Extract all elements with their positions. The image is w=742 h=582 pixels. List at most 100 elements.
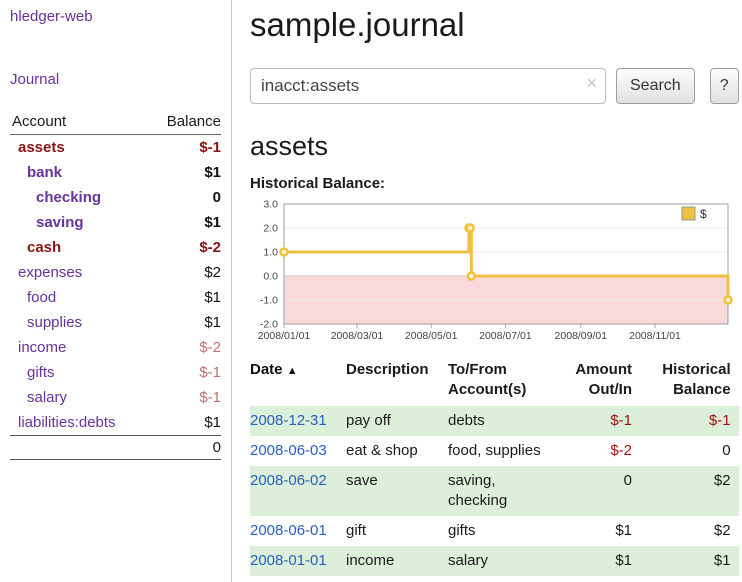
- balance-chart: 3.0 2.0 1.0 0.0 -1.0 -2.0 2008/01/01 2008/03/01…: [250, 196, 739, 346]
- chart-point: [723, 295, 733, 305]
- account-link-food[interactable]: food: [27, 289, 57, 306]
- chart-y-tick-label: 3.0: [263, 199, 278, 211]
- register-date-link[interactable]: 2008-06-03: [250, 442, 327, 459]
- search-box: ×: [250, 68, 606, 104]
- account-link-checking[interactable]: checking: [36, 189, 102, 206]
- register-date-link[interactable]: 2008-12-31: [250, 412, 327, 429]
- register-header-amount: Amount Out/In: [575, 361, 632, 398]
- account-row: supplies $1: [10, 310, 221, 335]
- account-heading: assets: [250, 131, 329, 161]
- chart-legend-swatch: [681, 206, 696, 221]
- search-button[interactable]: Search: [616, 68, 695, 104]
- accounts-total-value: 0: [149, 435, 221, 460]
- register-header-date[interactable]: Date: [250, 361, 283, 378]
- register-accounts: salary: [448, 552, 489, 569]
- chart-point: [466, 271, 477, 281]
- account-balance: $2: [204, 264, 221, 281]
- account-balance: $1: [204, 289, 221, 306]
- clear-search-icon[interactable]: ×: [586, 73, 597, 93]
- register-row: 2008-06-01 gift gifts $1 $2: [250, 516, 739, 546]
- account-balance: $-1: [199, 389, 221, 406]
- register-date-link[interactable]: 2008-06-02: [250, 472, 327, 489]
- register-accounts: food, supplies: [448, 442, 541, 459]
- chart-y-tick-label: -2.0: [260, 319, 278, 331]
- account-balance: $-1: [199, 364, 221, 381]
- account-balance: $-2: [199, 239, 221, 256]
- register-date-link[interactable]: 2008-06-01: [250, 522, 327, 539]
- register-accounts: debts: [448, 412, 485, 429]
- search-row: × Search ?: [250, 68, 739, 104]
- account-balance: $1: [204, 414, 221, 431]
- accounts-header-balance: Balance: [149, 110, 221, 135]
- register-row: 2008-12-31 pay off debts $-1 $-1: [250, 406, 739, 436]
- accounts-table: Account Balance assets $-1 bank $1 checking 0…: [10, 110, 221, 460]
- account-link-salary[interactable]: salary: [27, 389, 68, 406]
- register-description: gift: [346, 522, 367, 539]
- register-amount: $1: [615, 552, 632, 569]
- account-row: gifts $-1: [10, 360, 221, 385]
- register-description: income: [346, 552, 395, 569]
- account-row: food $1: [10, 285, 221, 310]
- app-title-link[interactable]: hledger-web: [10, 8, 93, 25]
- register-balance: $1: [713, 552, 731, 569]
- account-row: cash $-2: [10, 235, 221, 260]
- chart-y-tick-label: 0.0: [263, 271, 278, 283]
- register-amount: $-2: [610, 442, 632, 459]
- account-link-expenses[interactable]: expenses: [18, 264, 83, 281]
- register-header-row: Date ▲ Description To/From Account(s) Am…: [250, 358, 739, 406]
- chart-x-tick-label: 2008/09/01: [555, 330, 608, 342]
- chart-point: [465, 223, 475, 233]
- chart-x-tick-label: 2008/11/01: [629, 330, 681, 342]
- accounts-total-spacer: [10, 435, 150, 460]
- account-link-cash[interactable]: cash: [27, 239, 62, 256]
- chart-y-tick-label: 2.0: [263, 223, 278, 235]
- register-row: 2008-06-02 save saving, checking 0 $2: [250, 466, 739, 516]
- register-balance: 0: [722, 442, 731, 459]
- register-amount: $-1: [610, 412, 632, 429]
- account-link-income[interactable]: income: [18, 339, 67, 356]
- chart-x-tick-label: 2008/05/01: [405, 330, 458, 342]
- register-date-link[interactable]: 2008-01-01: [250, 552, 327, 569]
- account-link-assets[interactable]: assets: [18, 139, 65, 156]
- account-balance: $1: [204, 214, 221, 231]
- account-row: bank $1: [10, 160, 221, 185]
- register-description: save: [346, 472, 378, 489]
- chart-x-tick-label: 2008/03/01: [331, 330, 384, 342]
- register-row: 2008-06-03 eat & shop food, supplies $-2 0: [250, 436, 739, 466]
- register-table: Date ▲ Description To/From Account(s) Am…: [250, 358, 739, 576]
- account-row: salary $-1: [10, 385, 221, 410]
- register-header-balance: Historical Balance: [662, 361, 731, 398]
- register-balance: $2: [713, 472, 731, 489]
- register-balance: $2: [713, 522, 731, 539]
- account-link-gifts[interactable]: gifts: [27, 364, 55, 381]
- help-button[interactable]: ?: [709, 68, 739, 104]
- accounts-header-account: Account: [10, 110, 150, 135]
- account-link-liabilities-debts[interactable]: liabilities:debts: [18, 414, 116, 431]
- accounts-header-row: Account Balance: [10, 110, 221, 135]
- chart-x-tick-label: 2008/01/01: [258, 330, 311, 342]
- register-header-accounts: To/From Account(s): [448, 361, 527, 398]
- account-balance: $-1: [199, 139, 221, 156]
- register-balance: $-1: [708, 412, 731, 429]
- account-balance: 0: [212, 189, 221, 206]
- search-input[interactable]: [250, 68, 606, 104]
- sidebar: hledger-web Journal Account Balance asse…: [0, 0, 232, 582]
- account-row: expenses $2: [10, 260, 221, 285]
- register-description: eat & shop: [346, 442, 418, 459]
- main-content: sample.journal × Search ? assets Histori…: [232, 0, 742, 582]
- register-amount: 0: [623, 472, 632, 489]
- account-row: assets $-1: [10, 135, 221, 161]
- account-link-saving[interactable]: saving: [36, 214, 84, 231]
- journal-link[interactable]: Journal: [10, 71, 60, 88]
- register-accounts: gifts: [448, 522, 476, 539]
- account-link-supplies[interactable]: supplies: [27, 314, 83, 331]
- account-balance: $1: [204, 314, 221, 331]
- account-balance: $1: [204, 164, 221, 181]
- register-row: 2008-01-01 income salary $1 $1: [250, 546, 739, 576]
- account-balance: $-2: [199, 339, 221, 356]
- register-description: pay off: [346, 412, 391, 429]
- account-link-bank[interactable]: bank: [27, 164, 63, 181]
- chart-point: [279, 247, 289, 257]
- chart-y-tick-label: 1.0: [263, 247, 278, 259]
